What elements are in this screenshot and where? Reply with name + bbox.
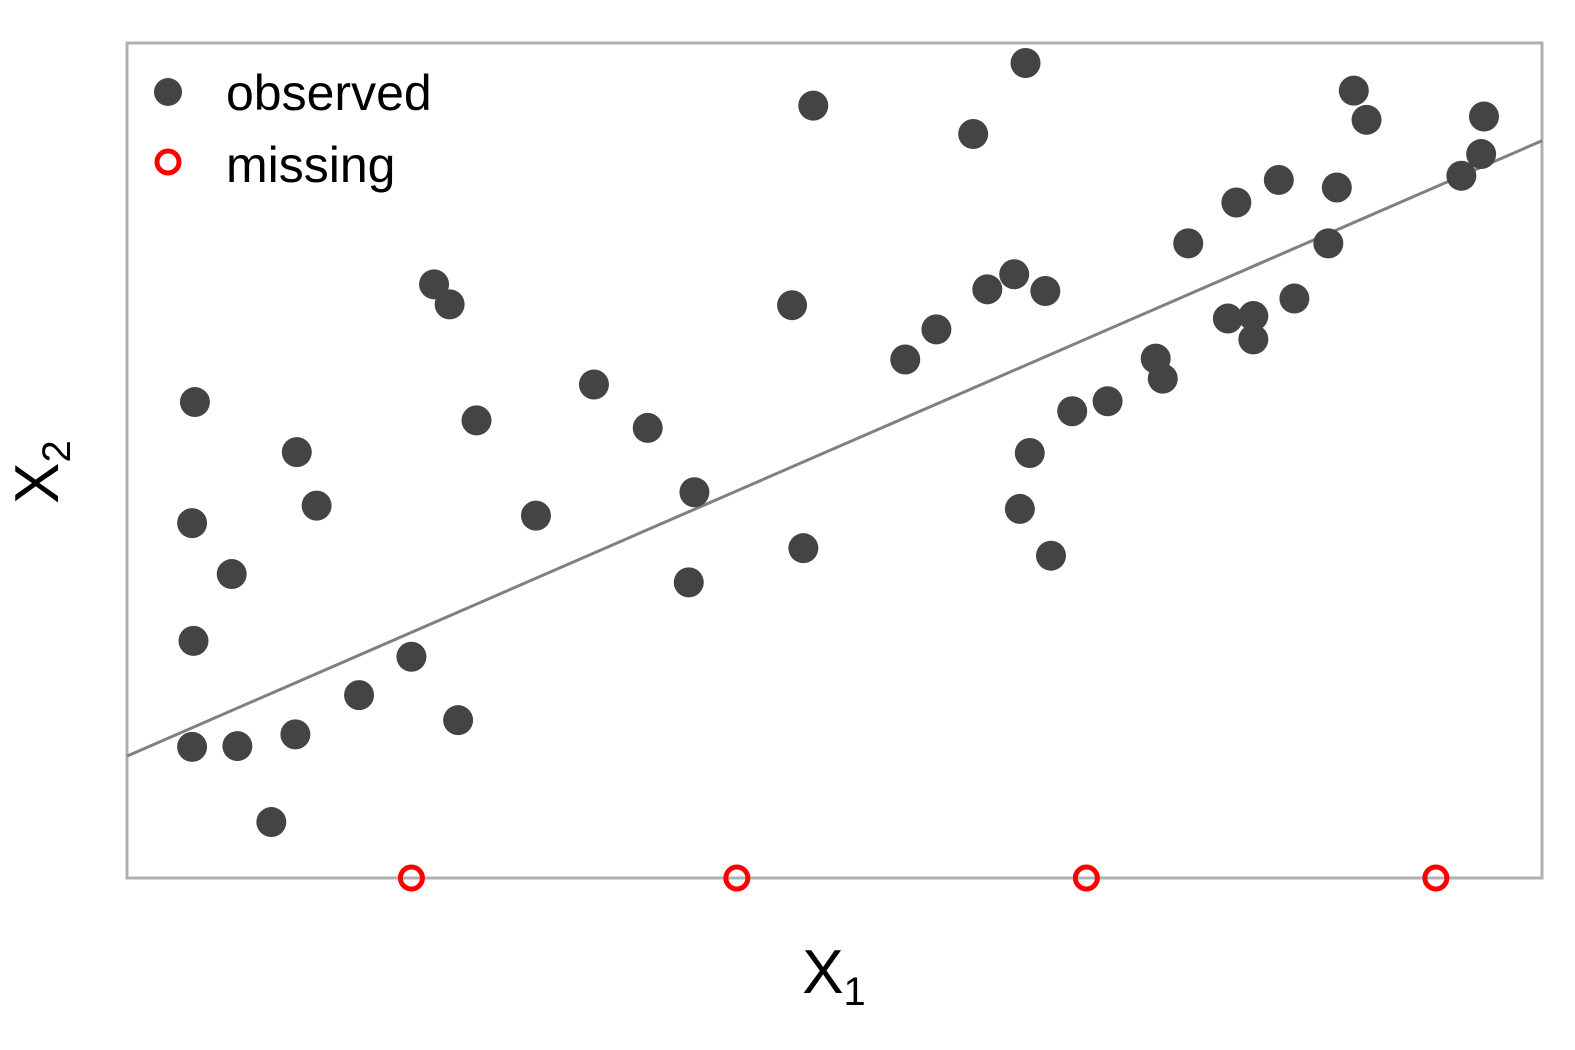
observed-point [1338, 75, 1369, 106]
points-layer [177, 48, 1499, 892]
observed-point [1263, 164, 1294, 195]
observed-point [1212, 303, 1243, 334]
observed-point [1313, 228, 1344, 259]
observed-point [777, 290, 808, 321]
observed-point [443, 705, 474, 736]
observed-point [1468, 101, 1499, 132]
observed-point [281, 437, 312, 468]
observed-point [434, 289, 465, 320]
legend: observed missing [154, 65, 432, 193]
missing-point [1422, 864, 1450, 892]
observed-point [1057, 396, 1088, 427]
observed-point [798, 90, 829, 121]
observed-point [1321, 172, 1352, 203]
missing-point [1072, 864, 1100, 892]
regression-line [126, 139, 1543, 758]
observed-point [1173, 228, 1204, 259]
observed-point [578, 369, 609, 400]
x-axis-title: X1 [802, 938, 866, 1014]
observed-point [1010, 48, 1041, 79]
legend-label-observed: observed [226, 65, 432, 121]
observed-point [788, 533, 819, 564]
plot-frame [125, 41, 1544, 880]
observed-point [178, 625, 209, 656]
observed-point [972, 274, 1003, 305]
observed-point [179, 387, 210, 418]
observed-point [1147, 363, 1178, 394]
legend-label-missing: missing [226, 137, 395, 193]
observed-point [1014, 437, 1045, 468]
y-axis-title: X2 [3, 440, 79, 504]
observed-point [999, 259, 1030, 290]
y-axis-title-subscript: 2 [35, 440, 79, 462]
observed-point [890, 344, 921, 375]
observed-point [222, 731, 253, 762]
observed-point [1351, 104, 1382, 135]
observed-point [1238, 324, 1269, 355]
legend-item-missing: missing [154, 137, 395, 193]
legend-item-observed: observed [154, 65, 432, 121]
observed-point [1446, 160, 1477, 191]
observed-point [280, 719, 311, 750]
x-axis-title-subscript: 1 [844, 970, 866, 1014]
observed-point [1221, 187, 1252, 218]
regression-layer [126, 139, 1543, 758]
observed-point [1092, 386, 1123, 417]
observed-point [344, 680, 375, 711]
observed-point [520, 500, 551, 531]
observed-point [177, 508, 208, 539]
observed-point [1035, 540, 1066, 571]
observed-point [1279, 283, 1310, 314]
legend-marker-observed [154, 78, 182, 106]
observed-point [301, 490, 332, 521]
observed-point [679, 477, 710, 508]
observed-point [1466, 139, 1497, 170]
observed-point [673, 567, 704, 598]
observed-point [921, 314, 952, 345]
missing-point [397, 864, 425, 892]
observed-point [1238, 301, 1269, 332]
x-axis-title-main: X [802, 938, 843, 1007]
observed-point [256, 807, 287, 838]
observed-point [216, 559, 247, 590]
observed-point [177, 731, 208, 762]
y-axis-title-main: X [3, 462, 72, 503]
observed-point [396, 641, 427, 672]
observed-point [461, 405, 492, 436]
legend-marker-missing [154, 148, 182, 176]
observed-point [1030, 275, 1061, 306]
observed-point [632, 412, 663, 443]
observed-point [958, 119, 989, 150]
missing-point [723, 864, 751, 892]
observed-point [1004, 493, 1035, 524]
